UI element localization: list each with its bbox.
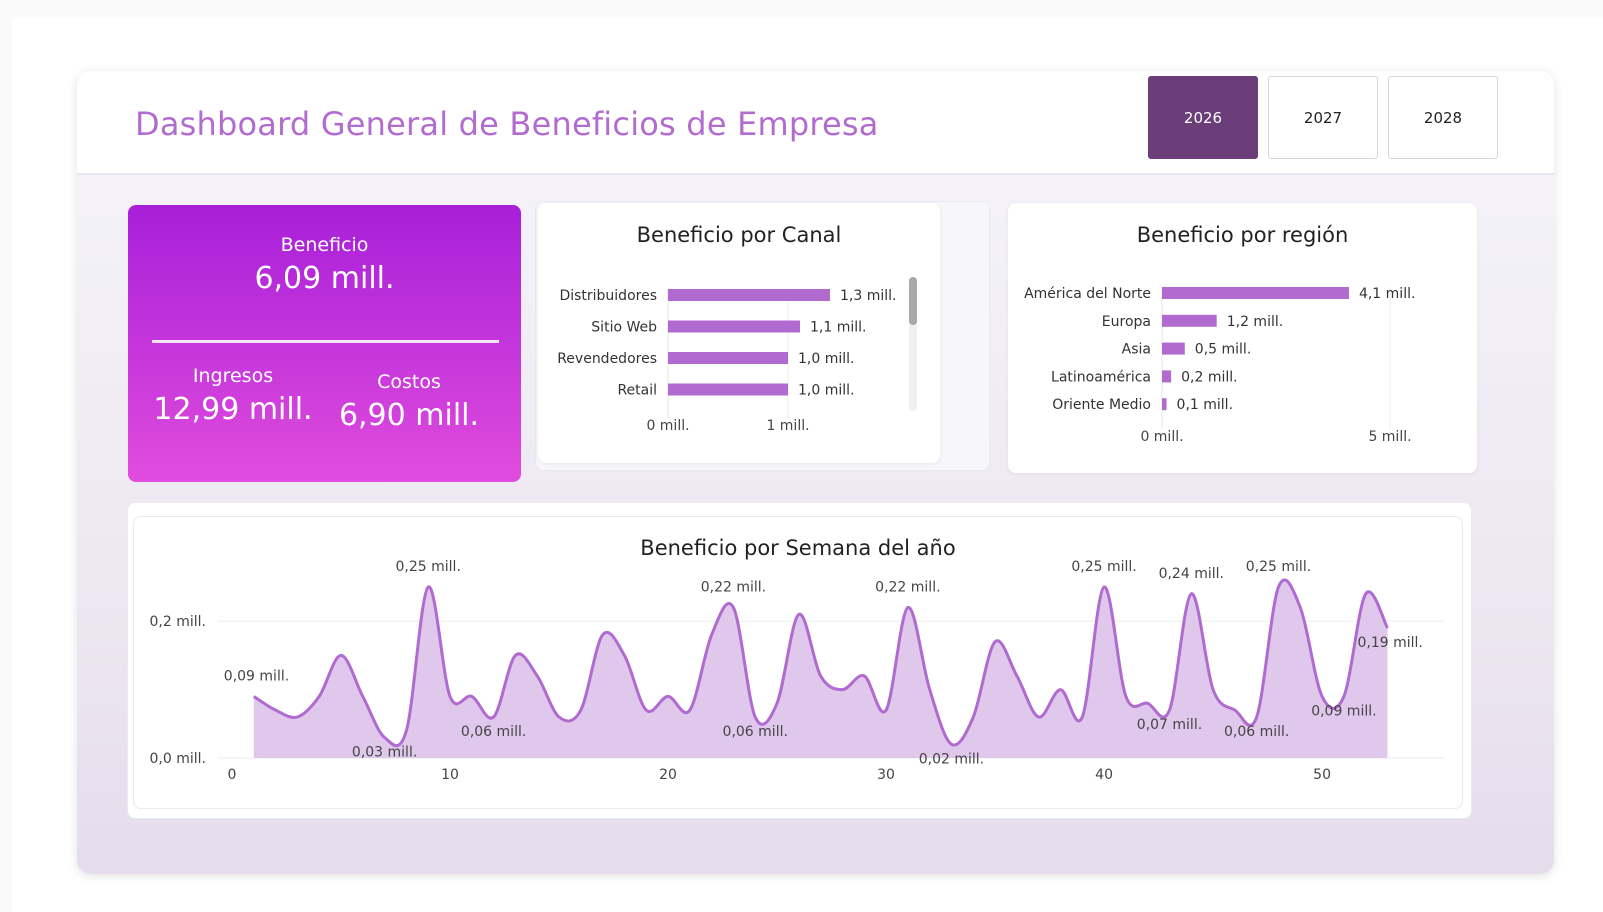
week-y-tick-label: 0,2 mill. [150, 614, 206, 630]
kpi-divider [152, 340, 499, 343]
region-category-label: Europa [1102, 314, 1151, 330]
kpi-card: Beneficio 6,09 mill. Ingresos 12,99 mill… [128, 205, 521, 482]
region-bar [1162, 370, 1172, 383]
week-data-label: 0,07 mill. [1137, 717, 1202, 733]
canal-scrollbar[interactable] [909, 277, 917, 411]
week-data-label: 0,25 mill. [1071, 559, 1136, 575]
week-x-tick-label: 50 [1313, 767, 1331, 783]
week-x-tick-label: 20 [659, 767, 677, 783]
ingresos-value: 12,99 mill. [153, 392, 313, 427]
week-data-label: 0,09 mill. [1311, 703, 1376, 719]
week-chart: 0,0 mill. 0,2 mill. 0 10 20 30 40 50 0,09 mill. 0… [150, 559, 1444, 783]
region-x-tick-label: 0 mill. [1140, 429, 1183, 445]
week-data-label: 0,06 mill. [723, 724, 788, 740]
week-data-label: 0,24 mill. [1159, 566, 1224, 582]
week-data-label: 0,09 mill. [224, 668, 289, 684]
region-data-label: 0,5 mill. [1195, 342, 1251, 358]
week-data-label: 0,03 mill. [352, 744, 417, 760]
canal-bar [668, 383, 788, 396]
week-x-tick-label: 30 [877, 767, 895, 783]
canal-data-label: 1,0 mill. [798, 351, 854, 367]
canal-scroll-thumb[interactable] [909, 277, 917, 325]
week-panel: Beneficio por Semana del año 0,0 mill. 0,… [133, 516, 1463, 809]
week-data-label: 0,22 mill. [875, 580, 940, 596]
region-chart-title: Beneficio por región [1136, 223, 1349, 247]
region-data-label: 1,2 mill. [1227, 314, 1283, 330]
region-bar [1162, 342, 1185, 355]
canal-bar [668, 320, 800, 333]
week-area-fill [253, 579, 1388, 758]
canal-x-tick-label: 1 mill. [766, 418, 809, 434]
header: Dashboard General de Beneficios de Empre… [77, 71, 1554, 175]
region-data-label: 0,1 mill. [1177, 397, 1233, 413]
year-selector: 2026 2027 2028 [1148, 76, 1498, 159]
week-data-label: 0,25 mill. [396, 559, 461, 575]
canal-chart-title: Beneficio por Canal [636, 223, 842, 247]
page-title: Dashboard General de Beneficios de Empre… [135, 105, 879, 143]
region-bar [1162, 314, 1217, 327]
ingresos-block: Ingresos 12,99 mill. [138, 365, 328, 465]
region-category-label: Oriente Medio [1052, 397, 1151, 413]
region-bar [1162, 398, 1167, 411]
region-panel: Beneficio por región 0 mill. 5 mill. Améri… [1008, 203, 1477, 473]
year-button-2028[interactable]: 2028 [1388, 76, 1498, 159]
week-data-label: 0,25 mill. [1246, 559, 1311, 575]
week-data-label: 0,06 mill. [1224, 724, 1289, 740]
canal-data-label: 1,0 mill. [798, 383, 854, 399]
canal-chart: 0 mill. 1 mill. Distribuidores 1,3 mill. Sit… [557, 288, 896, 434]
week-data-label: 0,22 mill. [701, 580, 766, 596]
canal-panel: Beneficio por Canal 0 mill. 1 mill. Distri… [538, 203, 940, 463]
dashboard: Dashboard General de Beneficios de Empre… [77, 71, 1554, 874]
region-bar [1162, 287, 1349, 299]
canal-bar [668, 289, 830, 301]
costos-value: 6,90 mill. [338, 398, 480, 433]
canal-x-tick-label: 0 mill. [646, 418, 689, 434]
region-chart: 0 mill. 5 mill. América del Norte 4,1 mill.… [1024, 286, 1415, 445]
week-chart-title: Beneficio por Semana del año [640, 536, 956, 560]
canal-category-label: Revendedores [557, 351, 657, 367]
region-data-label: 4,1 mill. [1359, 286, 1415, 302]
week-series-line [252, 578, 1389, 748]
week-data-label: 0,02 mill. [919, 751, 984, 767]
week-y-tick-label: 0,0 mill. [150, 751, 206, 767]
canal-category-label: Distribuidores [559, 288, 657, 304]
year-button-2027[interactable]: 2027 [1268, 76, 1378, 159]
canal-data-label: 1,1 mill. [810, 320, 866, 336]
canal-bar [668, 352, 788, 364]
canal-category-label: Sitio Web [591, 320, 657, 336]
week-data-label: 0,19 mill. [1357, 635, 1422, 651]
costos-label: Costos [377, 371, 441, 393]
ingresos-label: Ingresos [192, 365, 274, 387]
region-category-label: América del Norte [1024, 286, 1151, 302]
region-category-label: Latinoamérica [1051, 369, 1151, 385]
region-data-label: 0,2 mill. [1181, 369, 1237, 385]
canal-data-label: 1,3 mill. [840, 288, 896, 304]
week-x-tick-label: 10 [441, 767, 459, 783]
region-x-tick-label: 5 mill. [1368, 429, 1411, 445]
beneficio-value: 6,09 mill. [254, 261, 395, 296]
region-category-label: Asia [1122, 342, 1151, 358]
week-x-tick-label: 0 [228, 767, 237, 783]
year-button-2026[interactable]: 2026 [1148, 76, 1258, 159]
beneficio-label: Beneficio [280, 234, 369, 256]
canal-category-label: Retail [617, 383, 657, 399]
week-data-label: 0,06 mill. [461, 724, 526, 740]
costos-block: Costos 6,90 mill. [314, 365, 504, 465]
week-x-tick-label: 40 [1095, 767, 1113, 783]
